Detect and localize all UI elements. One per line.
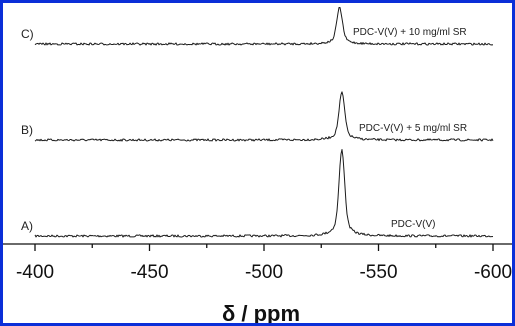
x-tick-label: -600 [474,262,512,283]
trace-letters: A) B) C) [21,27,34,233]
trace-line-1 [34,149,494,238]
x-tick-label: -500 [245,262,283,283]
nmr-spectra-plot: A)B)C) PDC-V(V)PDC-V(V) + 5 mg/ml SRPDC-… [3,6,512,323]
trace-annotation-3: PDC-V(V) + 10 mg/ml SR [353,27,467,38]
trace-letter-1: A) [21,219,33,233]
trace-annotation-2: PDC-V(V) + 5 mg/ml SR [359,123,467,134]
trace-line-2 [34,91,494,142]
trace-annotation-1: PDC-V(V) [391,219,435,230]
x-axis-ticks [34,244,494,251]
x-tick-label: -550 [359,262,397,283]
trace-annotations: PDC-V(V) PDC-V(V) + 5 mg/ml SR PDC-V(V) + … [353,27,467,230]
x-axis-tick-labels: -400 -450 -500 -550 -600 [16,262,512,283]
x-tick-label: -400 [16,262,54,283]
traces-group [34,6,494,238]
x-axis-label: δ / ppm [222,301,300,323]
trace-letter-3: C) [21,27,34,41]
trace-letter-2: B) [21,123,33,137]
trace-line-3 [34,6,494,46]
x-tick-label: -450 [130,262,168,283]
